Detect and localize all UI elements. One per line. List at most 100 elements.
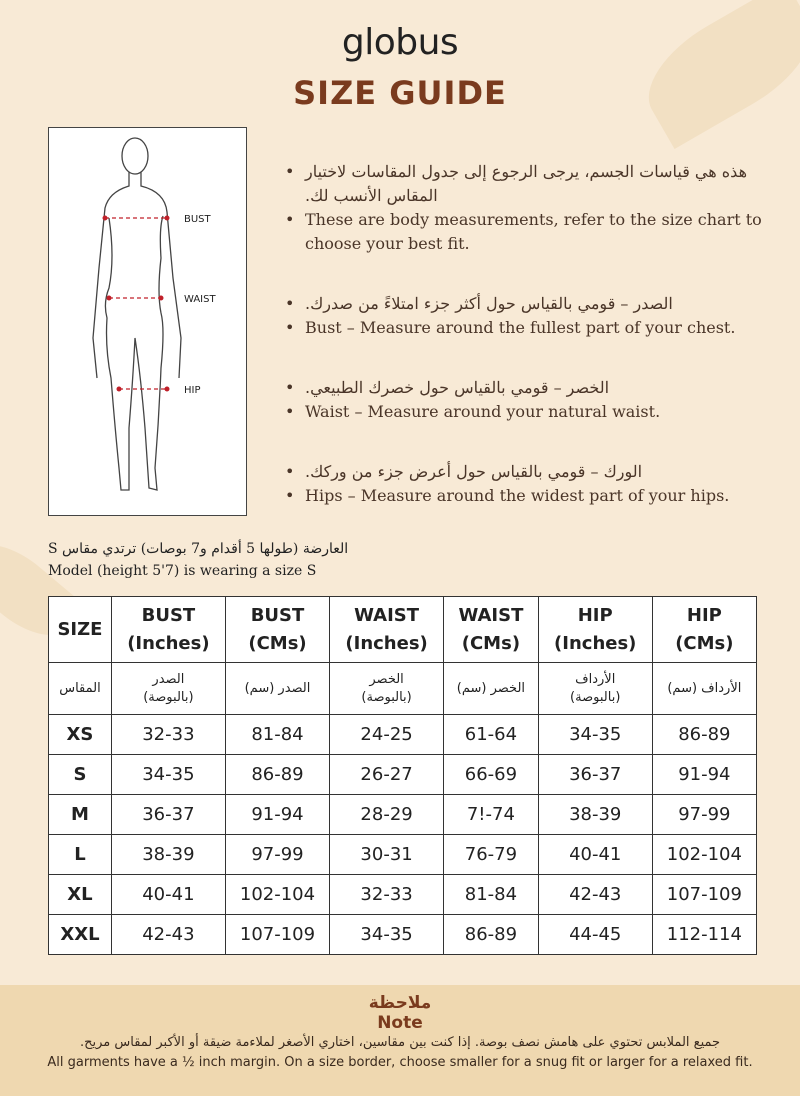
- measurement-cell: 26-27: [329, 754, 445, 795]
- measurement-cell: 97-99: [224, 834, 331, 875]
- measurement-cell: 102-104: [651, 834, 758, 875]
- model-info-ar: العارضة (طولها 5 أقدام و7 بوصات) ترتدي م…: [48, 541, 349, 557]
- header-text: الأرداف (سم): [667, 680, 742, 696]
- header-text: (Inches): [554, 632, 637, 654]
- bullet-ar: هذه هي قياسات الجسم، يرجى الرجوع إلى جدو…: [305, 162, 748, 205]
- header-text: الأرداف: [575, 671, 616, 687]
- bullet-ar: الخصر – قومي بالقياس حول خصرك الطبيعي.: [305, 378, 610, 397]
- header-cell: SIZE: [48, 596, 112, 663]
- bullet-en: Hips – Measure around the widest part of…: [305, 486, 730, 505]
- measurement-cell: 7!-74: [443, 794, 539, 835]
- header-cell: الصدر (بالبوصة): [110, 662, 226, 715]
- bullet-ar: الصدر – قومي بالقياس حول أكثر جزء امتلاء…: [305, 294, 673, 313]
- header-text: الصدر (سم): [244, 680, 311, 696]
- bullet-en: These are body measurements, refer to th…: [305, 210, 762, 253]
- measurement-cell: 32-33: [329, 874, 445, 915]
- header-text: (Inches): [127, 632, 210, 654]
- note-section: ملاحظة Note جميع الملابس تحتوي على هامش …: [0, 985, 800, 1096]
- bullet-group: • هذه هي قياسات الجسم، يرجى الرجوع إلى جد…: [285, 160, 765, 256]
- size-chart-table: SIZE BUST (Inches) BUST (CMs) WAIST (Inches) WA…: [48, 596, 758, 955]
- model-info: العارضة (طولها 5 أقدام و7 بوصات) ترتدي م…: [48, 538, 348, 582]
- measurement-cell: 34-35: [110, 754, 226, 795]
- measurement-cell: 91-94: [651, 754, 758, 795]
- measurement-instructions: • هذه هي قياسات الجسم، يرجى الرجوع إلى جد…: [285, 160, 765, 544]
- size-cell: XXL: [48, 914, 112, 955]
- measurement-cell: 102-104: [224, 874, 331, 915]
- header-cell: BUST (CMs): [224, 596, 331, 663]
- measurement-cell: 24-25: [329, 714, 445, 755]
- note-text-en: All garments have a ½ inch margin. On a …: [47, 1055, 753, 1070]
- size-cell: S: [48, 754, 112, 795]
- header-cell: WAIST (CMs): [443, 596, 539, 663]
- header-cell: الأرداف (بالبوصة): [537, 662, 653, 715]
- table-row: XXL 42-43 107-109 34-35 86-89 44-45 112-114: [48, 914, 758, 955]
- header-text: (CMs): [461, 632, 521, 654]
- table-row: XL 40-41 102-104 32-33 81-84 42-43 107-109: [48, 874, 758, 915]
- header-row: SIZE BUST (Inches) BUST (CMs) WAIST (Inches) WA…: [48, 596, 758, 663]
- header-text: WAIST: [458, 604, 524, 626]
- header-text: (Inches): [345, 632, 428, 654]
- header-text: (بالبوصة): [143, 689, 194, 705]
- measurement-cell: 40-41: [110, 874, 226, 915]
- header-text: (CMs): [675, 632, 734, 654]
- header-cell: HIP (CMs): [651, 596, 758, 663]
- measurement-cell: 61-64: [443, 714, 539, 755]
- header-row-arabic: المقاس الصدر (بالبوصة) الصدر (سم) الخصر (بالب…: [48, 662, 758, 715]
- header-text: BUST: [141, 604, 196, 626]
- header-text: HIP: [577, 604, 613, 626]
- label-waist: WAIST: [184, 294, 216, 305]
- bullet-group: • الصدر – قومي بالقياس حول أكثر جزء امتلا…: [285, 292, 765, 340]
- measurement-cell: 34-35: [537, 714, 653, 755]
- measurement-cell: 86-89: [443, 914, 539, 955]
- header-cell: الصدر (سم): [224, 662, 331, 715]
- measurement-cell: 112-114: [651, 914, 758, 955]
- measurement-cell: 28-29: [329, 794, 445, 835]
- label-hip: HIP: [184, 385, 201, 396]
- note-title-en: Note: [377, 1013, 423, 1033]
- measurement-cell: 42-43: [110, 914, 226, 955]
- header-cell: المقاس: [48, 662, 112, 715]
- size-cell: XL: [48, 874, 112, 915]
- header-cell: الأرداف (سم): [651, 662, 758, 715]
- measurement-cell: 30-31: [329, 834, 445, 875]
- note-text-ar: جميع الملابس تحتوي على هامش نصف بوصة. إذ…: [79, 1035, 721, 1050]
- label-bust: BUST: [184, 214, 212, 225]
- size-cell: XS: [48, 714, 112, 755]
- measurement-cell: 97-99: [651, 794, 758, 835]
- header-cell: الخصر (بالبوصة): [329, 662, 445, 715]
- header-text: (بالبوصة): [361, 689, 412, 705]
- bullet-en: Bust – Measure around the fullest part o…: [305, 318, 736, 337]
- header-text: (بالبوصة): [570, 689, 621, 705]
- header-text: HIP: [686, 604, 722, 626]
- note-title-ar: ملاحظة: [368, 993, 432, 1013]
- measurement-cell: 81-84: [224, 714, 331, 755]
- header-text: SIZE: [57, 618, 103, 640]
- measurement-cell: 81-84: [443, 874, 539, 915]
- measurement-cell: 66-69: [443, 754, 539, 795]
- model-info-en: Model (height 5'7) is wearing a size S: [48, 563, 317, 579]
- measurement-cell: 36-37: [537, 754, 653, 795]
- measurement-cell: 91-94: [224, 794, 331, 835]
- measurement-cell: 32-33: [110, 714, 226, 755]
- header-cell: الخصر (سم): [443, 662, 539, 715]
- measurement-cell: 40-41: [537, 834, 653, 875]
- measurement-cell: 38-39: [110, 834, 226, 875]
- measurement-cell: 34-35: [329, 914, 445, 955]
- measurement-cell: 86-89: [224, 754, 331, 795]
- header-text: الصدر: [152, 671, 185, 687]
- measurement-cell: 107-109: [651, 874, 758, 915]
- header-cell: WAIST (Inches): [329, 596, 445, 663]
- table-row: S 34-35 86-89 26-27 66-69 36-37 91-94: [48, 754, 758, 795]
- measurement-cell: 36-37: [110, 794, 226, 835]
- header-cell: BUST (Inches): [110, 596, 226, 663]
- size-cell: M: [48, 794, 112, 835]
- bullet-en: Waist – Measure around your natural wais…: [305, 402, 661, 421]
- measurement-cell: 107-109: [224, 914, 331, 955]
- measurement-cell: 86-89: [651, 714, 758, 755]
- table-row: M 36-37 91-94 28-29 7!-74 38-39 97-99: [48, 794, 758, 835]
- header-text: الخصر (سم): [456, 680, 526, 696]
- header-text: المقاس: [59, 680, 101, 696]
- table-row: XS 32-33 81-84 24-25 61-64 34-35 86-89: [48, 714, 758, 755]
- header-text: الخصر: [369, 671, 404, 687]
- body-measurement-figure: BUST WAIST HIP: [48, 127, 247, 516]
